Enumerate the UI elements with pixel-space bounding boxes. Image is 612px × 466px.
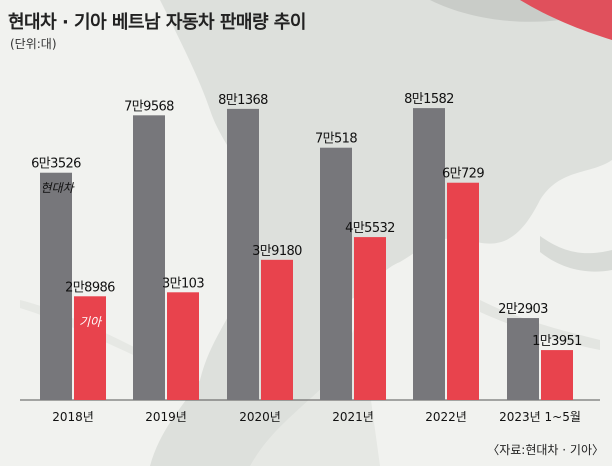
data-label-kia-4: 6만729: [442, 167, 484, 182]
x-tick-label-2: 2020년: [239, 410, 281, 424]
bar-kia-1: [167, 292, 199, 400]
x-tick-label-4: 2022년: [425, 410, 467, 424]
data-label-hyundai-4: 8만1582: [404, 92, 454, 107]
data-label-hyundai-3: 7만518: [315, 132, 357, 147]
data-label-kia-2: 3만9180: [252, 244, 302, 259]
bar-hyundai-1: [133, 115, 165, 401]
series-label-kia: 기아: [79, 315, 103, 329]
bar-hyundai-5: [507, 318, 539, 400]
x-tick-label-3: 2021년: [332, 410, 374, 424]
chart-title: 현대차 · 기아 베트남 자동차 판매량 추이: [8, 12, 306, 33]
x-tick-label-5: 2023년 1~5월: [499, 410, 581, 424]
bar-hyundai-0: [40, 172, 72, 400]
data-label-kia-3: 4만5532: [345, 221, 395, 236]
bar-kia-0: [74, 296, 106, 400]
source-note: 〈자료:현대차 · 기아〉: [487, 443, 604, 457]
bar-hyundai-4: [413, 108, 445, 400]
bar-kia-5: [541, 350, 573, 400]
data-label-hyundai-5: 2만2903: [498, 302, 548, 317]
bar-kia-2: [261, 259, 293, 400]
data-label-hyundai-1: 7만9568: [124, 99, 174, 114]
unit-note: (단위:대): [10, 37, 57, 51]
bar-kia-4: [447, 182, 479, 400]
x-tick-label-1: 2019년: [145, 410, 187, 424]
x-tick-label-0: 2018년: [52, 410, 94, 424]
bar-hyundai-2: [227, 108, 259, 401]
data-label-hyundai-2: 8만1368: [218, 93, 268, 108]
bar-kia-3: [354, 237, 386, 400]
data-label-hyundai-0: 6만3526: [31, 157, 81, 172]
data-label-kia-1: 3만103: [162, 276, 204, 291]
bar-hyundai-3: [320, 147, 352, 400]
data-label-kia-0: 2만8986: [65, 280, 115, 295]
data-label-kia-5: 1만3951: [532, 334, 582, 349]
series-label-hyundai: 현대차: [40, 181, 75, 195]
